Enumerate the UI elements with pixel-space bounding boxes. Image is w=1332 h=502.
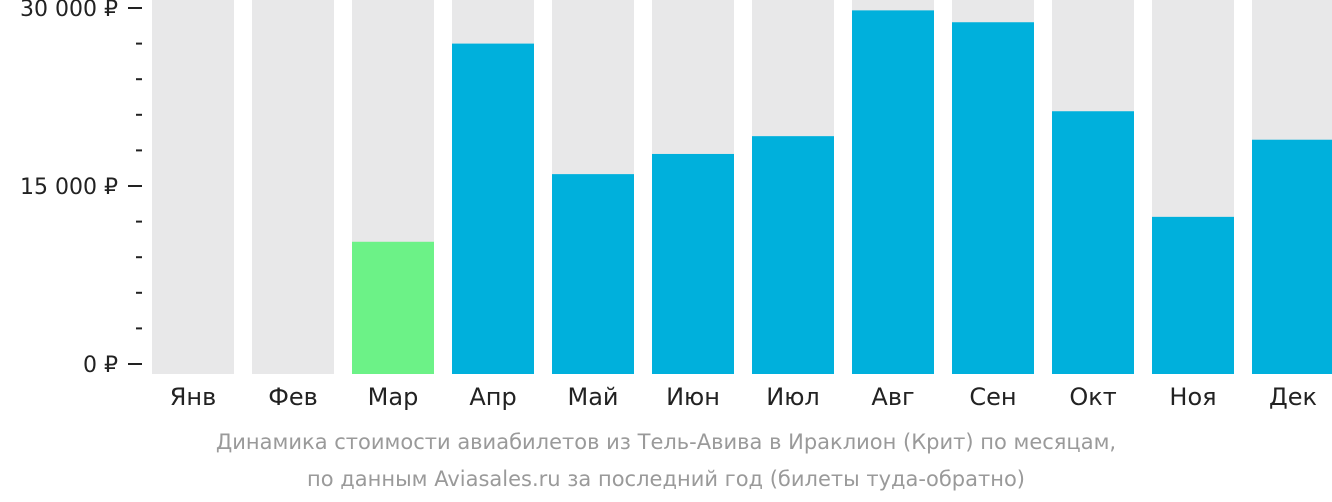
y-tick-label-1: 0 ₽ xyxy=(83,353,118,378)
bar-5 xyxy=(552,174,634,374)
bar-10 xyxy=(1052,111,1134,375)
bar-6 xyxy=(652,153,734,374)
x-tick-label-5: Май xyxy=(567,383,618,411)
bar-4 xyxy=(452,43,534,374)
y-tick-label-3: 30 000 ₽ xyxy=(20,0,118,22)
x-tick-label-6: Июн xyxy=(666,383,720,411)
x-tick-label-1: Янв xyxy=(170,383,217,411)
x-tick-label-9: Сен xyxy=(969,383,1016,411)
x-tick-label-10: Окт xyxy=(1069,383,1116,411)
chart-caption-line-1: Динамика стоимости авиабилетов из Тель-А… xyxy=(215,430,1117,454)
bar-9 xyxy=(952,22,1034,375)
price-bar-chart: Янв Фев Мар Апр Май Июн Июл Авг Сен Окт Ноя Дек 0 ₽ 1… xyxy=(20,0,1332,411)
bar-11 xyxy=(1152,216,1234,374)
x-tick-label-2: Фев xyxy=(268,383,318,411)
chart-caption-line-2: по данным Aviasales.ru за последний год … xyxy=(307,467,1025,491)
bar-12 xyxy=(1252,139,1332,374)
y-tick-label-2: 15 000 ₽ xyxy=(20,175,118,200)
x-tick-label-12: Дек xyxy=(1269,383,1317,411)
x-tick-label-3: Мар xyxy=(368,383,419,411)
bar-8 xyxy=(852,10,934,375)
x-tick-label-7: Июл xyxy=(766,383,820,411)
x-tick-label-4: Апр xyxy=(469,383,516,411)
x-tick-label-8: Авг xyxy=(871,383,914,411)
column-background-1 xyxy=(152,0,234,374)
column-background-2 xyxy=(252,0,334,374)
bar-3 xyxy=(352,241,434,374)
x-tick-label-11: Ноя xyxy=(1169,383,1216,411)
bar-7 xyxy=(752,136,834,374)
